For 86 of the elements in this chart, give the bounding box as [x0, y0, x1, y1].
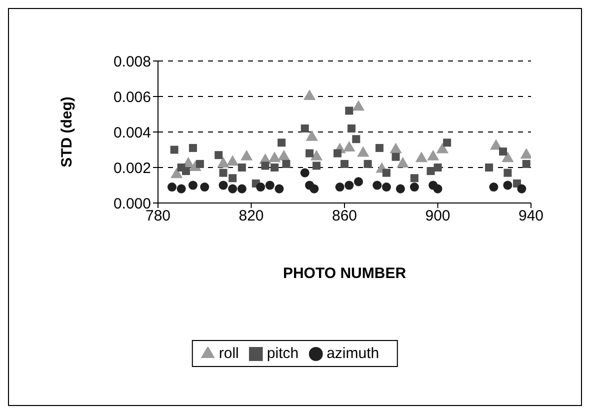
point	[443, 138, 452, 147]
x-tick-label: 940	[518, 208, 544, 225]
point	[303, 89, 316, 100]
point	[219, 168, 228, 177]
point	[340, 160, 348, 168]
point	[436, 142, 448, 154]
point	[310, 184, 319, 194]
point	[343, 140, 356, 152]
point	[176, 184, 186, 194]
point	[196, 160, 204, 168]
point	[517, 184, 526, 194]
point	[300, 124, 309, 132]
point	[306, 130, 318, 141]
y-tick-label: 0.006	[113, 88, 151, 106]
point	[200, 182, 210, 192]
point	[344, 180, 354, 190]
point	[300, 168, 310, 178]
point	[364, 160, 372, 168]
point	[390, 142, 402, 154]
legend-label: roll	[218, 345, 239, 362]
point	[182, 167, 190, 176]
point	[240, 150, 253, 160]
point	[352, 100, 365, 111]
point	[502, 152, 514, 162]
legend-label: pitch	[266, 345, 299, 362]
point	[382, 168, 390, 177]
x-tick-label: 900	[425, 208, 450, 225]
point	[410, 174, 418, 182]
point	[522, 160, 530, 168]
point	[357, 146, 370, 157]
y-axis-title: STD (deg)	[58, 96, 76, 168]
point	[434, 164, 442, 172]
x-axis-title: PHOTO NUMBER	[282, 265, 406, 282]
y-tick-label: 0.008	[113, 53, 151, 70]
point	[426, 167, 435, 176]
point	[375, 144, 384, 152]
point	[256, 182, 266, 192]
y-tick-label: 0.002	[113, 160, 151, 177]
point	[282, 160, 290, 168]
point	[520, 148, 531, 159]
point	[503, 180, 512, 190]
point	[214, 151, 223, 160]
point	[310, 150, 323, 160]
point	[228, 174, 237, 182]
point	[312, 162, 321, 170]
point	[335, 182, 344, 192]
point	[188, 180, 198, 190]
point	[396, 184, 405, 194]
point	[270, 164, 279, 172]
point	[238, 164, 246, 172]
point	[427, 150, 440, 160]
point	[354, 177, 363, 186]
legend-label: azimuth	[326, 345, 380, 362]
point	[188, 144, 197, 152]
point	[485, 164, 494, 172]
point	[347, 124, 356, 132]
point	[268, 152, 281, 162]
point	[278, 150, 290, 160]
x-tick-label: 860	[332, 208, 358, 225]
point	[218, 180, 228, 190]
point	[237, 184, 246, 194]
point	[396, 156, 409, 168]
point	[410, 182, 419, 192]
point	[170, 146, 178, 154]
point	[382, 182, 391, 192]
point	[274, 184, 284, 194]
y-tick-label: 0.004	[113, 124, 151, 142]
point	[306, 149, 314, 158]
point	[334, 149, 342, 158]
point	[217, 156, 230, 168]
point	[228, 184, 238, 194]
point	[415, 152, 428, 162]
point	[489, 182, 498, 192]
point	[372, 180, 382, 190]
point	[433, 184, 442, 194]
point	[265, 180, 274, 190]
point	[226, 155, 239, 166]
x-tick-label: 820	[238, 208, 264, 225]
point	[278, 138, 286, 147]
point	[261, 162, 270, 170]
point	[499, 148, 508, 156]
point	[504, 168, 512, 177]
point	[352, 135, 360, 144]
point	[170, 168, 183, 178]
point	[392, 152, 400, 161]
point	[167, 182, 176, 192]
